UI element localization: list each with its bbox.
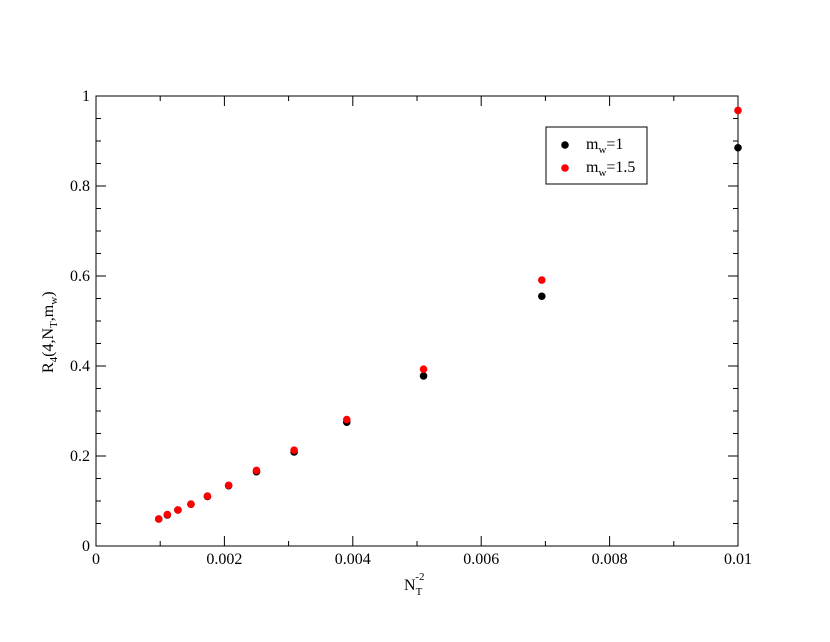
data-point-series-1 [419,372,428,380]
y-label-part: ,m [40,304,57,321]
legend-label-base: m [586,159,599,176]
y-label-part: (4,N [40,328,57,357]
x-tick-labels: 0 0.002 0.004 0.006 0.008 0.01 [92,551,752,568]
data-point-series-2 [290,446,298,454]
legend-label-sub: w [598,167,606,179]
data-point-series-2 [734,106,742,115]
data-point-series-2 [163,510,172,519]
x-axis-label-sub: T [416,586,423,598]
y-tick-label: 0.2 [70,448,90,465]
x-axis-label-base: N [404,577,416,594]
x-tick-label: 0.006 [463,551,499,568]
legend-marker-series-1 [561,141,569,149]
data-point-series-1 [734,143,742,152]
y-label-sub: w [48,297,60,305]
legend-label-rest: =1.5 [606,159,635,176]
x-axis-label: NT -2 [404,571,424,598]
legend-label-base: m [586,136,599,153]
legend-label-series-1: mw=1 [586,136,623,156]
x-tick-label: 0.004 [335,551,371,568]
legend-marker-series-2 [561,164,569,172]
y-tick-labels: 0 0.2 0.4 0.6 0.8 1 [70,88,90,555]
y-axis-label: R4(4,NT,mw) [40,291,60,373]
legend-label-rest: =1 [606,136,623,153]
legend: mw=1 mw=1.5 [545,126,648,185]
data-point-series-2 [187,500,195,508]
x-tick-label: 0.002 [206,551,242,568]
data-point-series-2 [342,415,351,424]
data-point-series-2 [252,466,261,475]
x-tick-label: 0 [92,551,100,568]
y-tick-label: 0.6 [70,268,90,285]
x-tick-label: 0.01 [724,551,752,568]
data-point-series-2 [154,515,163,523]
data-point-series-2 [419,365,428,373]
data-point-series-2 [538,276,546,284]
y-label-sub: 4 [48,356,60,362]
data-point-series-2 [174,506,182,514]
y-tick-label: 0.4 [70,358,90,375]
x-tick-label: 0.008 [592,551,628,568]
y-tick-label: 0.8 [70,178,90,195]
y-tick-label: 0 [82,538,90,555]
data-point-series-2 [203,492,212,500]
legend-label-sub: w [598,144,606,156]
legend-box [545,126,648,185]
x-axis-label-sup: -2 [415,571,424,583]
y-label-part: R [40,362,57,373]
legend-label-series-2: mw=1.5 [586,159,635,179]
data-point-series-2 [224,481,233,490]
y-label-sub: T [48,321,60,328]
y-tick-label: 1 [82,88,90,105]
y-label-part: ) [40,291,57,296]
axis-ticks [95,95,739,547]
data-points [154,106,742,523]
data-point-series-1 [538,292,546,301]
